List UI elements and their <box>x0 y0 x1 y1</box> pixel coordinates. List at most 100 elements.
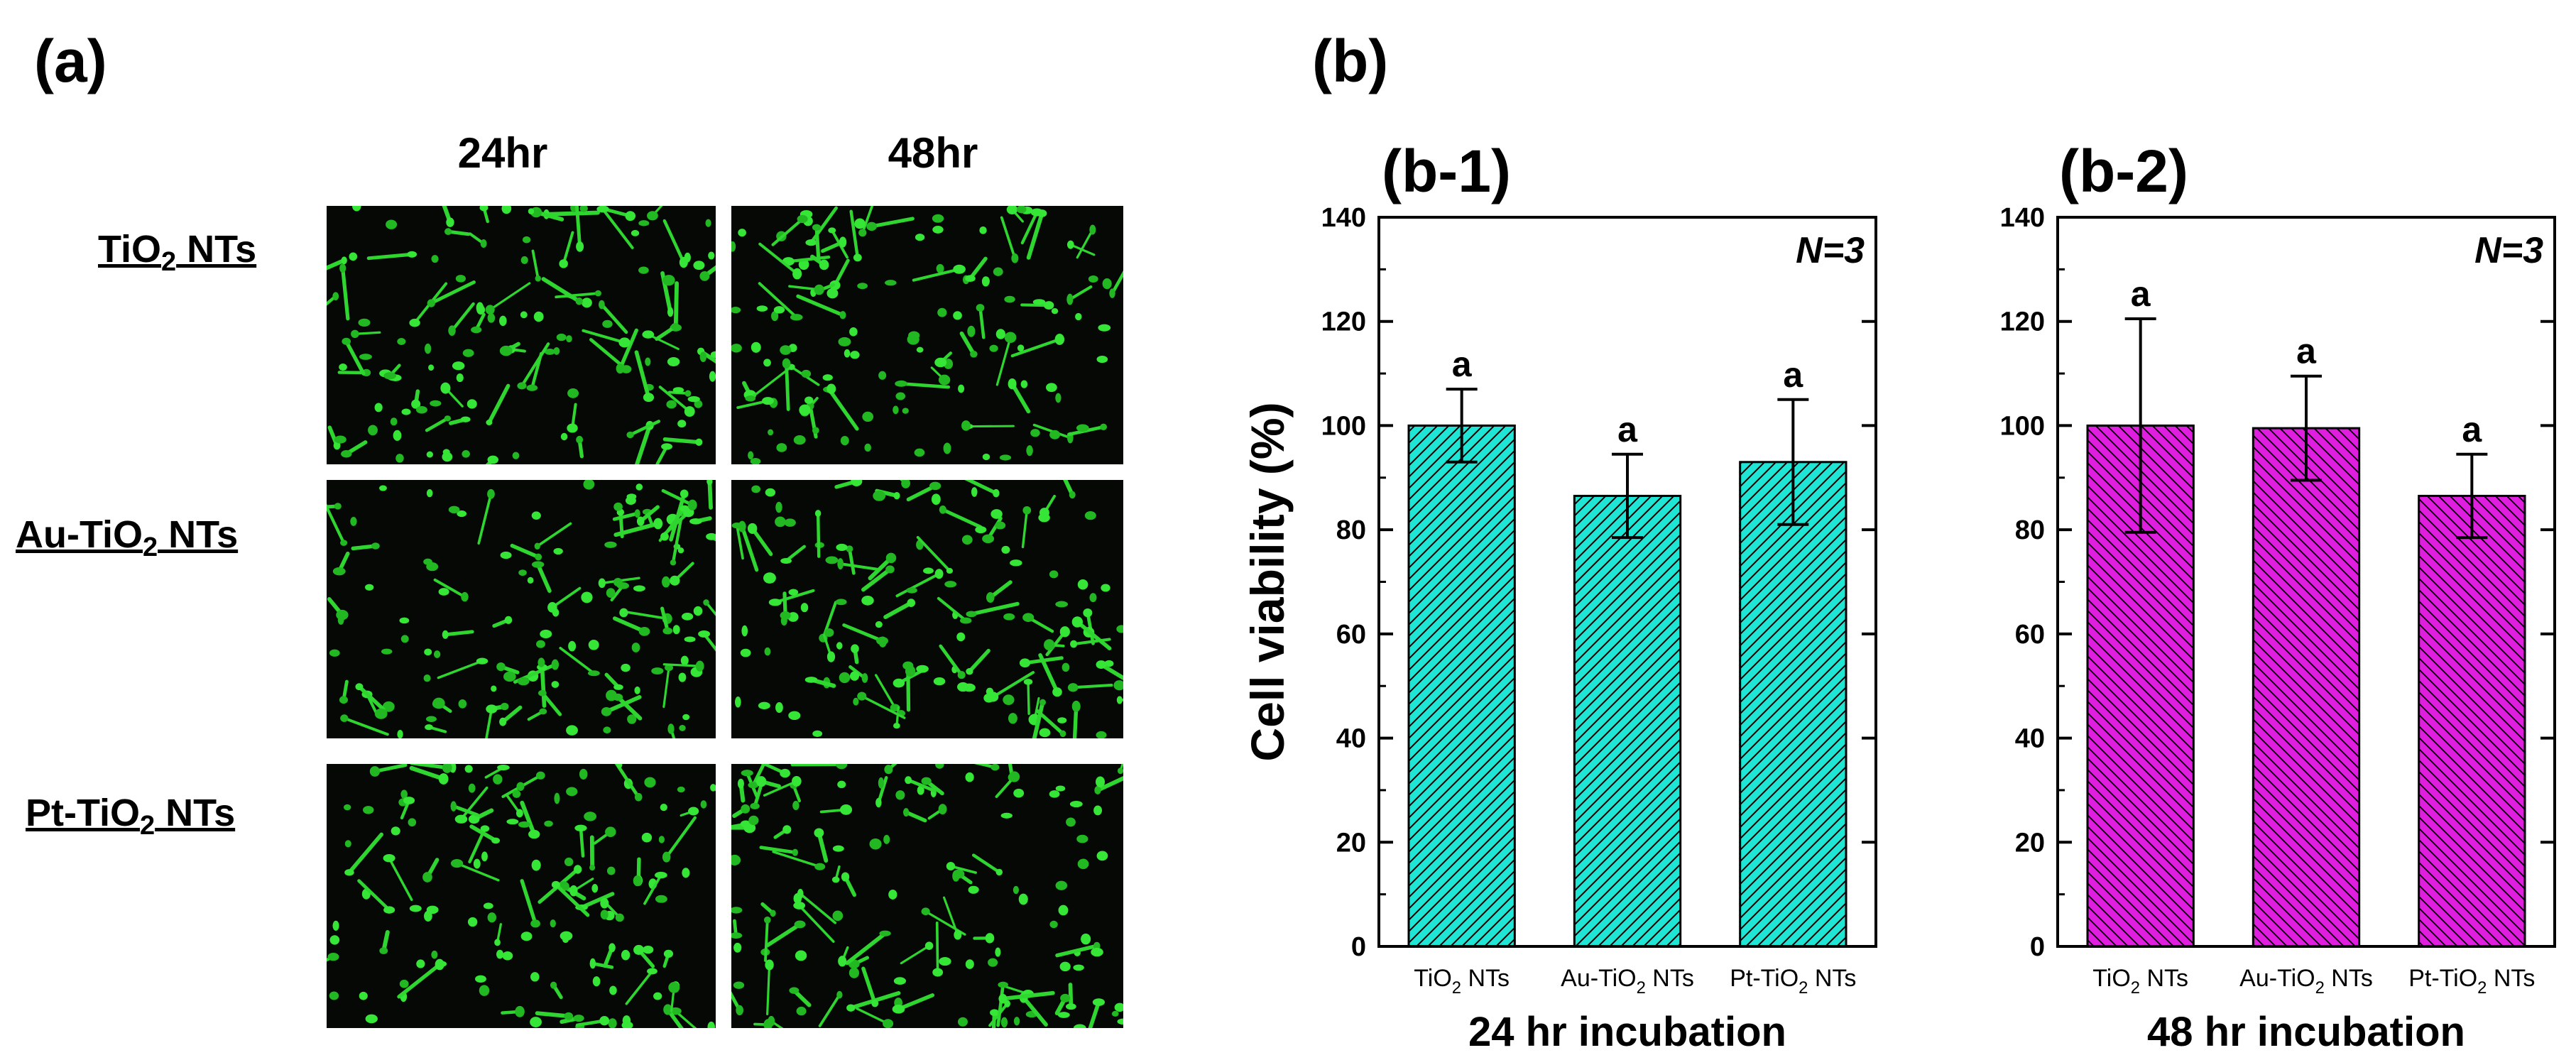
round-cell <box>835 599 847 606</box>
round-cell <box>993 267 1003 276</box>
chart-b2-title: (b-2) <box>2059 138 2188 204</box>
round-cell <box>1091 947 1103 957</box>
elongated-cell <box>816 511 821 558</box>
elongated-cell <box>731 991 742 1012</box>
round-cell <box>433 650 441 658</box>
elongated-cell <box>601 207 634 249</box>
round-cell <box>902 408 909 414</box>
round-cell <box>634 792 643 802</box>
round-cell <box>1019 658 1031 668</box>
round-cell <box>1109 288 1115 298</box>
elongated-cell <box>772 851 822 868</box>
elongated-cell <box>613 521 660 537</box>
round-cell <box>960 617 972 624</box>
chart-b1-x-tick-label: Pt-TiO2 NTs <box>1730 965 1856 998</box>
round-cell <box>1104 660 1114 667</box>
elongated-cell <box>628 420 661 437</box>
elongated-cell <box>437 660 484 679</box>
round-cell <box>797 888 804 900</box>
round-cell <box>408 818 417 827</box>
round-cell <box>448 506 460 514</box>
chart-b1-y-tick-label: 40 <box>1336 724 1366 754</box>
round-cell <box>814 863 826 870</box>
round-cell <box>932 968 944 977</box>
round-cell <box>684 406 695 417</box>
round-cell <box>750 457 761 464</box>
round-cell <box>931 493 941 506</box>
round-cell <box>710 351 716 359</box>
elongated-cell <box>1069 244 1096 256</box>
round-cell <box>968 885 979 894</box>
round-cell <box>736 1005 744 1016</box>
round-cell <box>684 636 696 643</box>
round-cell <box>792 848 799 856</box>
round-cell <box>397 338 406 345</box>
elongated-cell <box>937 596 968 623</box>
round-cell <box>831 876 840 883</box>
chart-b1-bar <box>1739 461 1848 948</box>
elongated-cell <box>1022 656 1064 665</box>
cell-group <box>327 764 716 1028</box>
round-cell <box>966 667 973 675</box>
round-cell <box>747 523 758 534</box>
round-cell <box>493 774 503 785</box>
round-cell <box>1004 295 1015 303</box>
round-cell <box>481 851 488 862</box>
round-cell <box>748 451 754 460</box>
round-cell <box>982 453 990 461</box>
elongated-cell <box>996 983 1005 1027</box>
round-cell <box>422 872 432 883</box>
elongated-cell <box>1076 228 1094 259</box>
round-cell <box>497 764 510 771</box>
round-cell <box>1006 206 1018 214</box>
elongated-cell <box>1096 776 1123 792</box>
round-cell <box>1004 332 1017 344</box>
round-cell <box>520 311 528 319</box>
round-cell <box>703 599 709 606</box>
round-cell <box>608 943 616 953</box>
round-cell <box>878 371 887 380</box>
round-cell <box>344 869 354 876</box>
round-cell <box>966 611 977 618</box>
round-cell <box>971 487 978 497</box>
round-cell <box>956 632 966 642</box>
round-cell <box>499 345 513 356</box>
round-cell <box>427 299 435 307</box>
elongated-cell <box>433 578 466 599</box>
round-cell <box>751 485 761 493</box>
round-cell <box>1083 608 1093 618</box>
round-cell <box>409 905 422 912</box>
round-cell <box>579 768 588 780</box>
chart-b1-y-tick-label: 120 <box>1321 307 1366 337</box>
round-cell <box>661 443 672 450</box>
elongated-cell <box>535 522 572 548</box>
round-cell <box>462 450 470 458</box>
round-cell <box>428 364 435 371</box>
round-cell <box>496 662 506 672</box>
round-cell <box>534 542 540 550</box>
round-cell <box>564 1012 574 1020</box>
round-cell <box>934 357 947 368</box>
round-cell <box>1089 224 1096 235</box>
elongated-cell <box>704 601 716 616</box>
elongated-cell <box>489 282 531 311</box>
round-cell <box>351 329 359 339</box>
elongated-cell <box>1020 210 1039 245</box>
round-cell <box>943 442 951 454</box>
elongated-cell <box>969 601 1020 616</box>
round-cell <box>462 349 474 357</box>
round-cell <box>559 259 568 268</box>
elongated-cell <box>618 328 638 371</box>
round-cell <box>1003 694 1015 706</box>
elongated-cell <box>1055 944 1099 958</box>
round-cell <box>633 585 645 592</box>
micrograph-tio2-48hr <box>731 206 1123 464</box>
elongated-cell <box>662 663 702 667</box>
elongated-cell <box>839 562 878 571</box>
round-cell <box>480 239 487 248</box>
round-cell <box>1113 680 1123 691</box>
round-cell <box>567 423 578 433</box>
round-cell <box>409 318 420 327</box>
round-cell <box>1057 717 1067 723</box>
round-cell <box>695 438 703 447</box>
